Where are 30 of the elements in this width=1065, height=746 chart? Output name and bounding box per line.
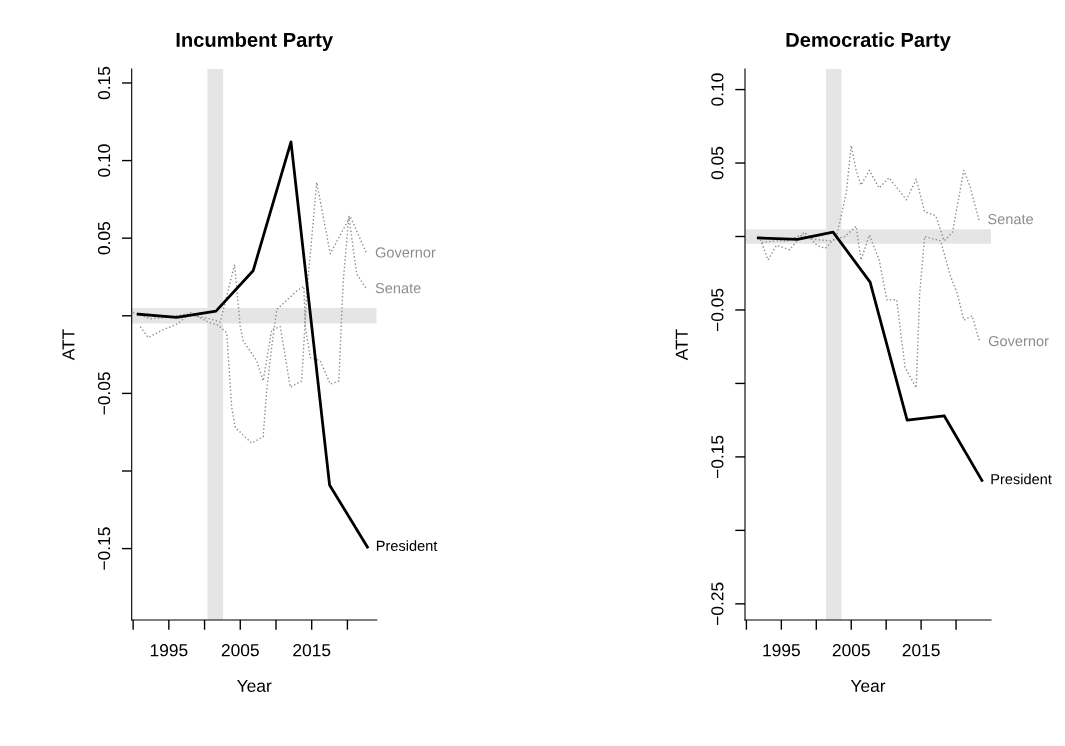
series-label: Governor xyxy=(988,335,1049,347)
y-axis-title: ATT xyxy=(62,329,75,361)
x-tick-label: 1995 xyxy=(763,644,800,657)
y-tick-label: −0.05 xyxy=(97,372,111,415)
chart-title: Incumbent Party xyxy=(176,32,333,51)
y-tick-label: 0.05 xyxy=(97,222,111,255)
chart-title: Democratic Party xyxy=(786,32,951,51)
x-tick-label: 2015 xyxy=(902,644,940,657)
series-label: Senate xyxy=(375,282,421,294)
x-axis-title: Year xyxy=(850,679,886,692)
x-axis-title: Year xyxy=(237,679,272,692)
x-tick-label: 2015 xyxy=(293,644,331,657)
x-tick-label: 2005 xyxy=(221,644,259,657)
series-label: President xyxy=(991,473,1052,485)
y-tick-label: −0.05 xyxy=(711,288,724,332)
y-tick-label: −0.25 xyxy=(711,582,724,625)
y-tick-label: 0.10 xyxy=(711,73,724,106)
y-tick-label: −0.15 xyxy=(711,435,724,479)
line-series xyxy=(136,140,369,549)
y-tick-label: 0.05 xyxy=(711,146,724,180)
y-tick-label: 0.15 xyxy=(97,66,111,100)
series-label: Senate xyxy=(988,213,1034,225)
x-tick-label: 1995 xyxy=(150,644,188,657)
y-tick-label: 0.10 xyxy=(97,144,111,177)
series-label: President xyxy=(376,540,438,551)
y-axis-title: ATT xyxy=(675,329,688,361)
y-tick-label: −0.15 xyxy=(97,527,111,570)
x-tick-label: 2005 xyxy=(832,644,870,657)
series-label: Governor xyxy=(375,247,436,258)
line-series xyxy=(756,230,984,482)
